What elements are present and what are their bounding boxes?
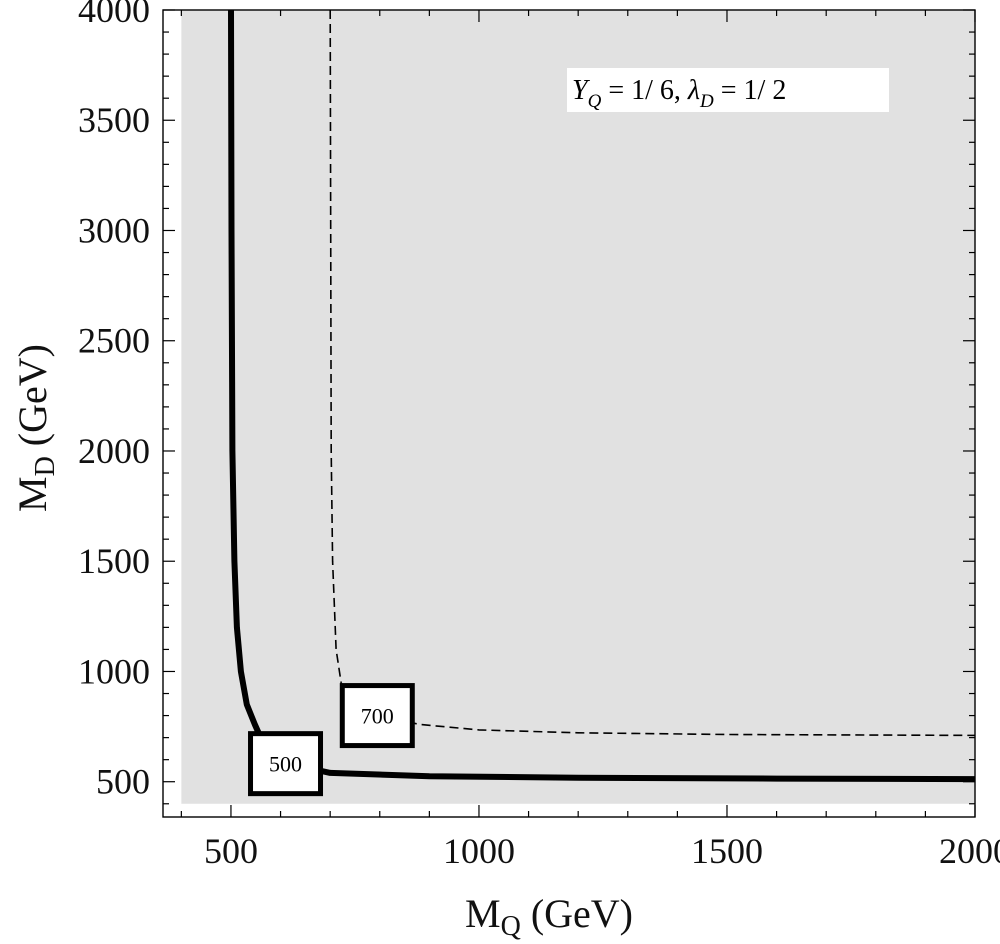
contour-label-box <box>339 683 415 749</box>
parameter-annotation: YQ = 1/ 6, λD = 1/ 2 <box>567 68 889 112</box>
tick-labels: 500 1000 1500 2000 500 1000 1500 2000 2500 3000 35… <box>78 0 1000 871</box>
x-tick-label: 1000 <box>443 831 515 871</box>
contour-labels: 500 700 <box>248 683 415 797</box>
y-axis-main: M <box>10 476 55 512</box>
x-axis-main: M <box>465 891 501 936</box>
contour-lines <box>228 9 976 783</box>
annotation-y-value: = 1/ 6, <box>601 75 688 106</box>
x-tick-label: 500 <box>204 831 258 871</box>
y-tick-label: 4000 <box>78 0 150 30</box>
contour-label: 700 <box>361 704 394 729</box>
y-tick-label: 3500 <box>78 100 150 140</box>
y-tick-label: 3000 <box>78 210 150 250</box>
x-axis-unit: (GeV) <box>521 891 633 936</box>
x-axis-sub: Q <box>501 911 521 942</box>
annotation-lambda-sub: D <box>699 91 714 112</box>
x-tick-label: 1500 <box>691 831 763 871</box>
y-axis-unit: (GeV) <box>10 344 55 456</box>
annotation-y-sub: Q <box>588 91 602 112</box>
y-tick-label: 1000 <box>78 651 150 691</box>
y-tick-label: 2500 <box>78 321 150 361</box>
y-tick-label: 500 <box>96 762 150 802</box>
annotation-lambda-symbol: λ <box>687 75 700 106</box>
plot-background <box>181 10 975 804</box>
contour-label-box <box>248 731 324 797</box>
x-tick-label: 2000 <box>939 831 1000 871</box>
plot-frame <box>162 9 976 818</box>
contour-700 <box>329 9 976 737</box>
y-tick-label: 2000 <box>78 431 150 471</box>
annotation-lambda-value: = 1/ 2 <box>714 75 787 106</box>
y-axis-sub: D <box>30 456 61 476</box>
annotation-box <box>567 68 889 112</box>
y-tick-label: 1500 <box>78 541 150 581</box>
x-axis-title: MQ (GeV) <box>465 891 633 942</box>
y-axis-title: MD (GeV) <box>10 344 61 512</box>
annotation-y-symbol: Y <box>572 75 591 106</box>
contour-label: 500 <box>269 752 302 777</box>
contour-500 <box>228 9 976 783</box>
svg-text:YQ = 1/ 6, λD = 1/ 2: YQ = 1/ 6, λD = 1/ 2 <box>572 75 786 112</box>
